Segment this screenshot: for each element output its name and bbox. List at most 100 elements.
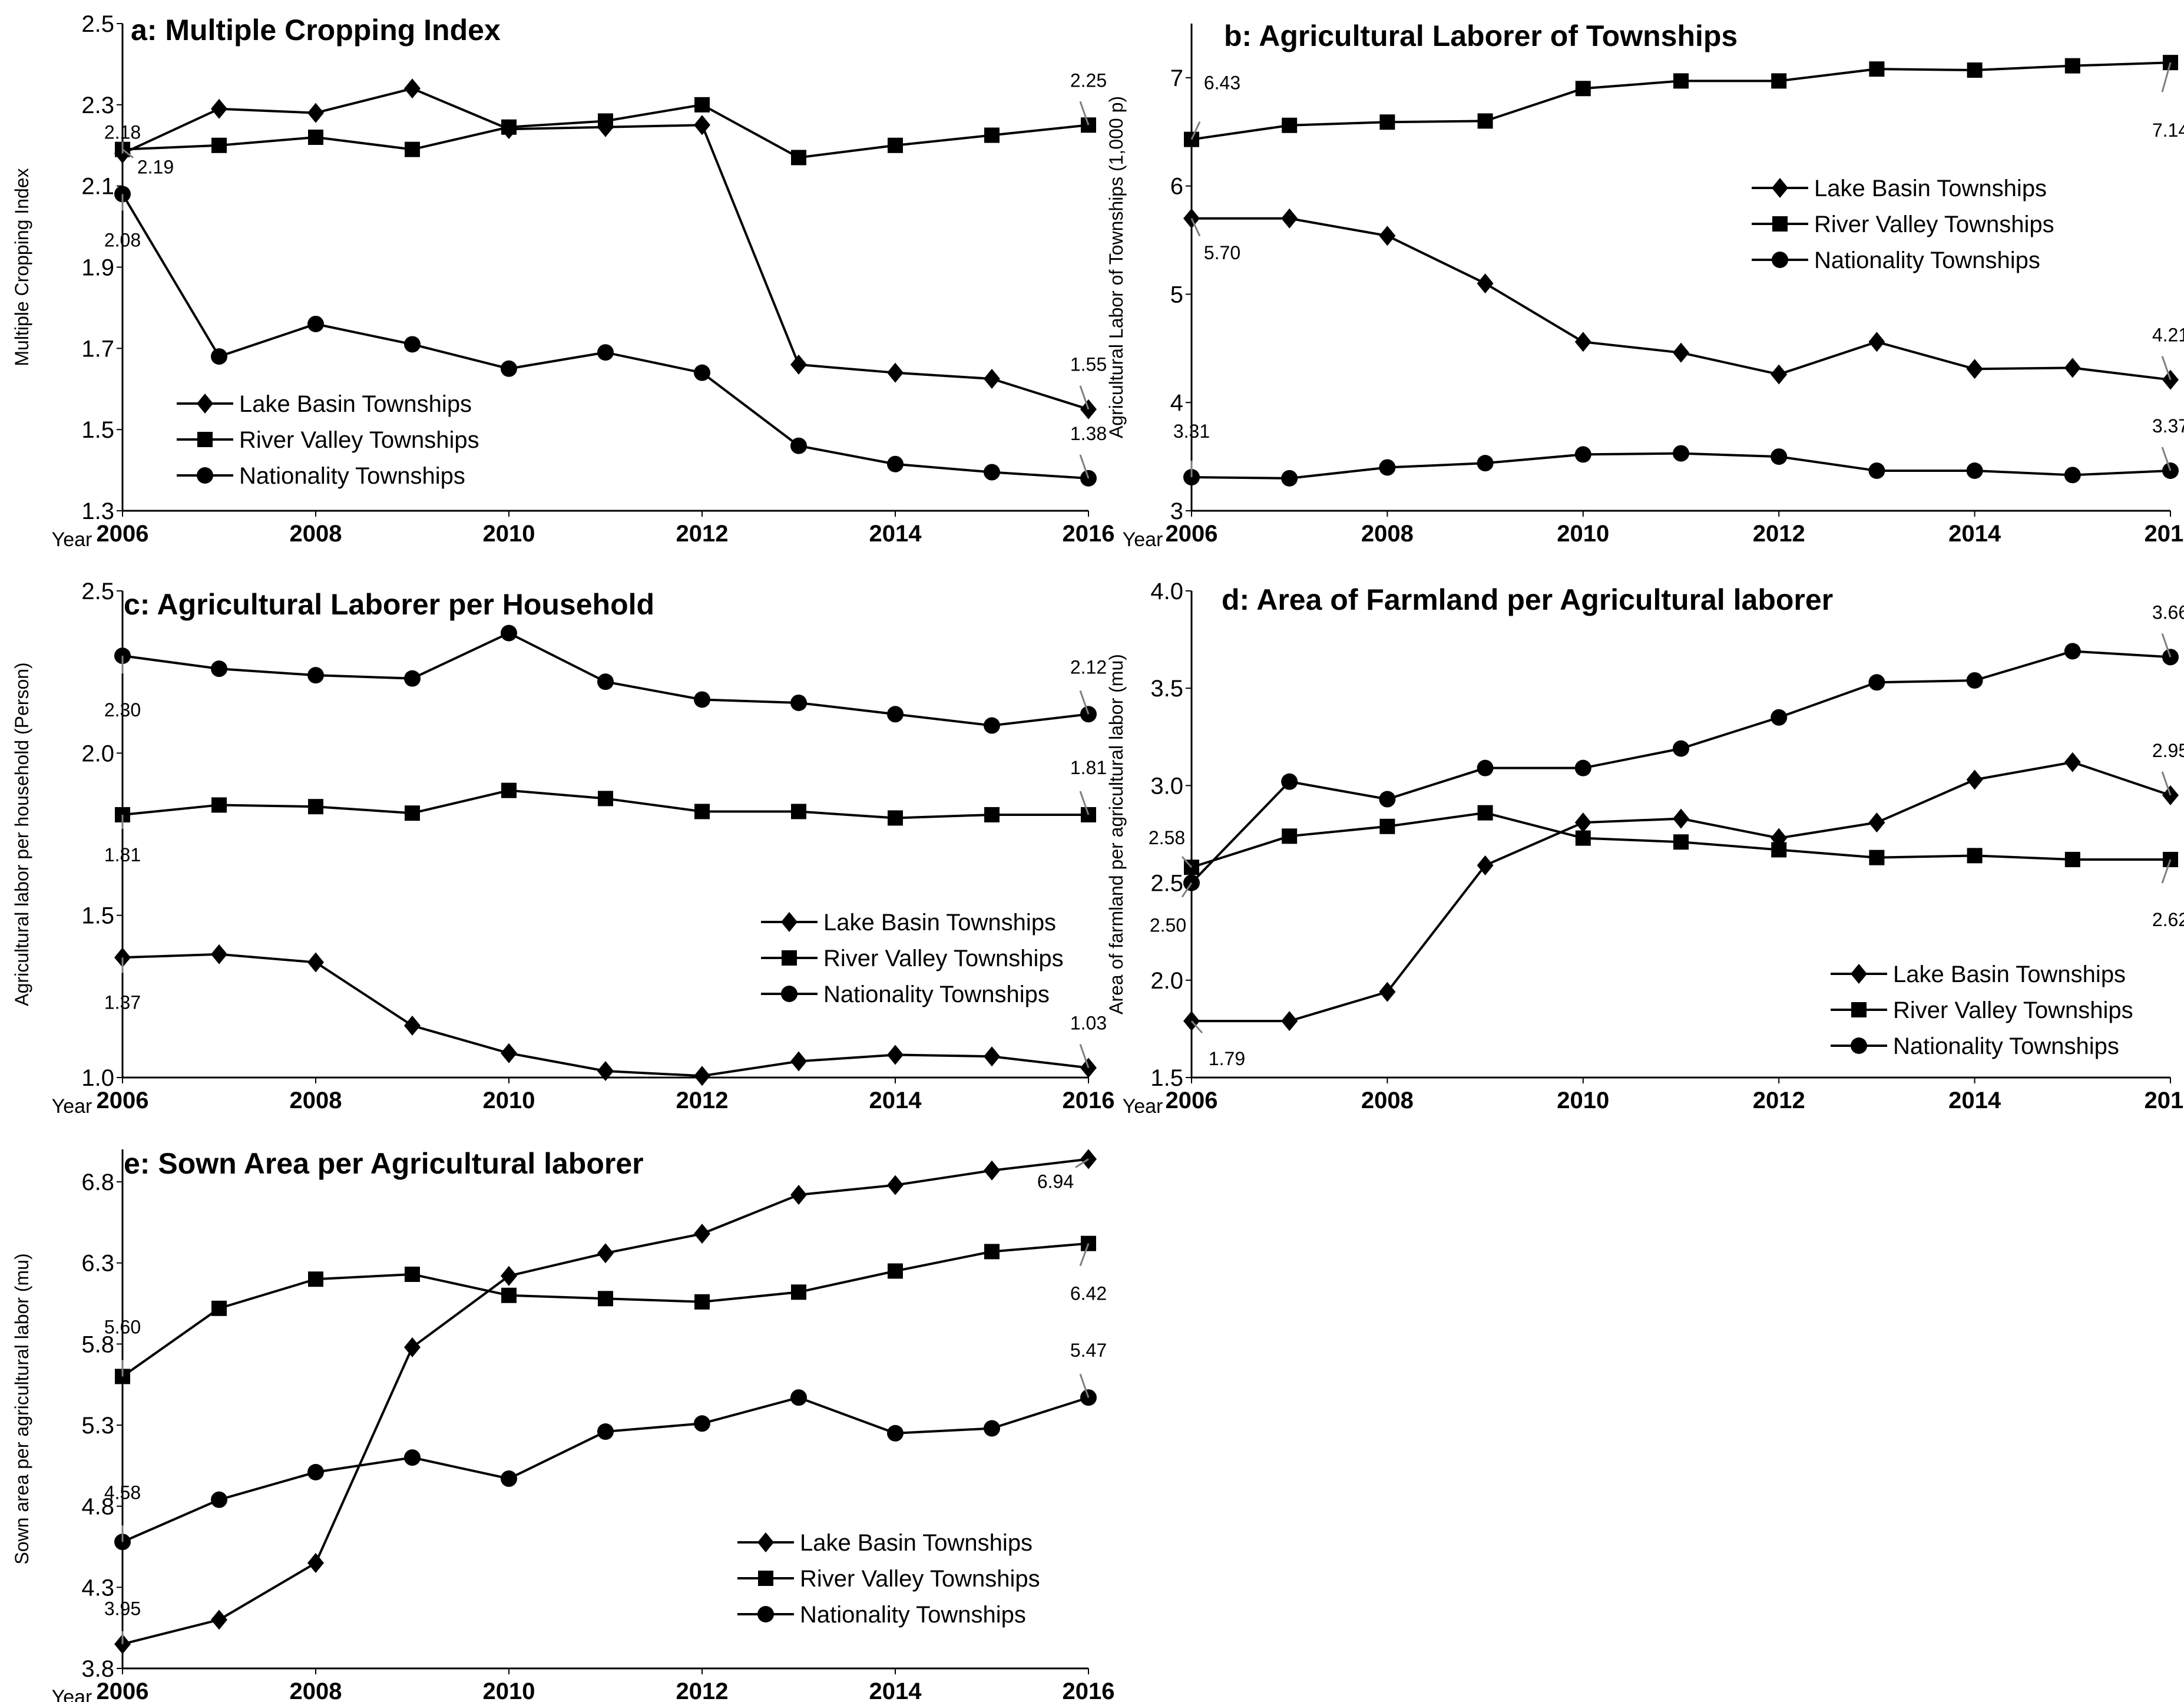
data-point-square bbox=[501, 1287, 517, 1303]
y-tick-label: 3.0 bbox=[1150, 773, 1183, 799]
y-tick-label: 1.5 bbox=[81, 417, 114, 443]
data-point-square bbox=[888, 137, 903, 153]
data-label: 2.30 bbox=[104, 699, 141, 721]
y-axis-title: Agricultural Labor of Townships (1,000 p… bbox=[1106, 96, 1127, 438]
series-nationality-townships bbox=[1183, 643, 2179, 891]
data-point-diamond bbox=[1574, 332, 1591, 352]
data-label: 3.37 bbox=[2152, 415, 2184, 437]
y-tick-label: 6 bbox=[1170, 174, 1183, 200]
chart-title: c: Agricultural Laborer per Household bbox=[124, 588, 654, 621]
data-point-square bbox=[308, 1271, 323, 1287]
data-label: 1.37 bbox=[104, 992, 141, 1013]
chart-title: d: Area of Farmland per Agricultural lab… bbox=[1222, 583, 1833, 616]
data-label-leader bbox=[2161, 62, 2172, 92]
chart-panel-e: 3.8 4.3 4.8 5.3 5.8 6.3 6.8 2006 2008 2010 2012 201… bbox=[11, 1147, 1114, 1702]
data-point-circle bbox=[211, 1491, 227, 1508]
data-point-diamond bbox=[790, 354, 807, 375]
y-tick-label: 3.5 bbox=[1150, 676, 1183, 702]
data-point-square bbox=[694, 1294, 710, 1310]
data-point-diamond bbox=[307, 952, 324, 973]
data-point-circle bbox=[597, 1423, 614, 1440]
data-point-circle bbox=[404, 1449, 421, 1466]
y-tick-label: 1.7 bbox=[81, 336, 114, 362]
data-point-diamond bbox=[501, 1043, 517, 1063]
data-point-diamond bbox=[307, 103, 324, 123]
series-lake-basin-townships bbox=[1183, 752, 2179, 1032]
data-point-square bbox=[694, 804, 710, 819]
data-point-diamond bbox=[1281, 208, 1298, 229]
data-point-diamond bbox=[1966, 769, 1983, 790]
legend-marker-square bbox=[758, 1571, 773, 1586]
data-label: 6.94 bbox=[1037, 1171, 1074, 1192]
data-point-circle bbox=[887, 1425, 904, 1442]
data-point-square bbox=[888, 1263, 903, 1279]
data-point-square bbox=[405, 805, 420, 821]
data-label-leader bbox=[1079, 385, 1090, 410]
data-point-diamond bbox=[887, 1175, 904, 1195]
data-point-circle bbox=[501, 360, 517, 377]
data-label: 6.42 bbox=[1070, 1283, 1107, 1304]
series-nationality-townships bbox=[114, 624, 1097, 734]
legend-label: Nationality Townships bbox=[1893, 1033, 2119, 1059]
x-tick-label: 2012 bbox=[1753, 521, 1805, 547]
x-tick-label: 2010 bbox=[483, 1088, 535, 1113]
data-point-diamond bbox=[597, 1060, 614, 1081]
x-axis-title: Year bbox=[52, 1095, 92, 1118]
legend: Lake Basin Townships River Valley Townshi… bbox=[177, 391, 479, 489]
y-tick-label: 3 bbox=[1170, 498, 1183, 524]
data-point-diamond bbox=[1379, 226, 1396, 246]
y-tick-label: 2.1 bbox=[81, 174, 114, 200]
data-label: 3.31 bbox=[1173, 421, 1210, 442]
series-nationality-townships bbox=[114, 1389, 1097, 1551]
chart-title: e: Sown Area per Agricultural laborer bbox=[124, 1147, 644, 1180]
y-axis-title: Multiple Cropping Index bbox=[11, 168, 32, 366]
y-tick-label: 6.3 bbox=[81, 1251, 114, 1277]
data-point-square bbox=[308, 129, 323, 145]
data-label-leader bbox=[1079, 1043, 1090, 1068]
series-river-valley-townships bbox=[115, 782, 1096, 826]
x-tick-label: 2006 bbox=[97, 1088, 149, 1113]
legend-marker-diamond bbox=[1851, 964, 1867, 984]
y-tick-label: 4.0 bbox=[1150, 579, 1183, 604]
data-point-diamond bbox=[2064, 358, 2081, 378]
legend-marker-diamond bbox=[781, 912, 798, 932]
y-tick-label: 3.8 bbox=[81, 1656, 114, 1682]
data-point-diamond bbox=[211, 98, 227, 119]
data-point-circle bbox=[1477, 455, 1494, 472]
legend: Lake Basin Townships River Valley Townshi… bbox=[737, 1530, 1040, 1628]
data-point-square bbox=[2064, 851, 2080, 867]
data-point-circle bbox=[307, 315, 324, 332]
y-tick-label: 4.3 bbox=[81, 1575, 114, 1601]
data-point-square bbox=[1771, 842, 1787, 858]
legend-label: River Valley Townships bbox=[800, 1566, 1040, 1592]
series-lake-basin-townships bbox=[1183, 208, 2179, 390]
data-point-square bbox=[2064, 58, 2080, 74]
data-point-diamond bbox=[597, 1243, 614, 1264]
data-point-diamond bbox=[501, 1265, 517, 1286]
legend-marker-square bbox=[1772, 216, 1788, 232]
legend-label: Lake Basin Townships bbox=[823, 910, 1056, 936]
data-point-square bbox=[211, 797, 227, 813]
data-point-square bbox=[1869, 850, 1885, 865]
data-point-circle bbox=[1673, 740, 1689, 757]
data-label: 1.81 bbox=[1070, 757, 1107, 778]
data-point-diamond bbox=[1868, 332, 1885, 352]
data-point-square bbox=[501, 782, 517, 798]
data-point-square bbox=[598, 791, 613, 807]
data-point-square bbox=[1379, 818, 1395, 834]
data-point-square bbox=[984, 1244, 1000, 1260]
y-axis-title: Agricultural labor per household (Person… bbox=[11, 662, 32, 1006]
x-tick-label: 2012 bbox=[676, 1088, 729, 1113]
data-point-diamond bbox=[1673, 808, 1689, 829]
legend-marker-diamond bbox=[197, 394, 213, 414]
data-point-square bbox=[1673, 73, 1689, 89]
data-label-leader bbox=[2161, 633, 2172, 657]
data-point-diamond bbox=[404, 1337, 421, 1357]
data-label: 3.66 bbox=[2152, 602, 2184, 623]
data-point-circle bbox=[984, 717, 1000, 734]
legend-label: River Valley Townships bbox=[239, 427, 479, 453]
data-point-square bbox=[1575, 81, 1591, 97]
data-point-circle bbox=[211, 660, 227, 678]
